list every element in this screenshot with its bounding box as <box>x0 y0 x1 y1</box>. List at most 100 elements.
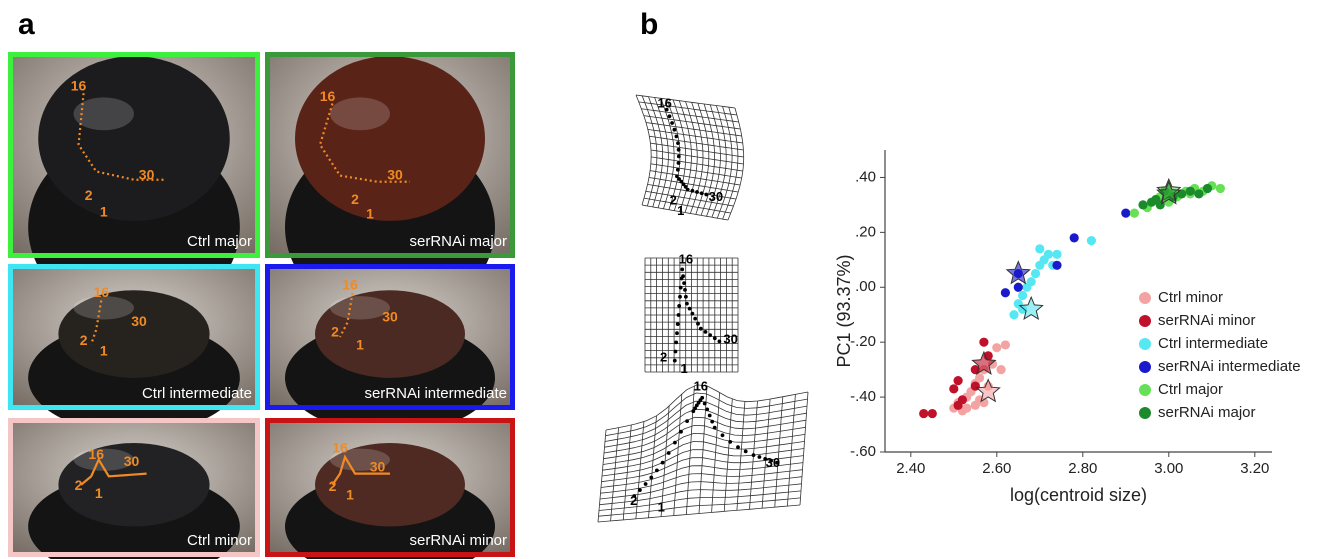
landmark-dot <box>649 476 653 480</box>
scatter-point <box>919 409 928 418</box>
landmark-dot <box>691 189 695 193</box>
landmark-label: 2 <box>75 477 83 493</box>
y-tick-label: .20 <box>855 223 876 240</box>
scatter-point <box>1186 187 1195 196</box>
landmark-dot <box>728 440 732 444</box>
landmark-label: 30 <box>382 309 398 325</box>
photo-label: serRNAi intermediate <box>364 385 507 402</box>
landmark-label: 16 <box>332 439 348 455</box>
landmark-dot <box>688 307 692 311</box>
landmark-dot <box>700 191 704 195</box>
grid-line <box>712 393 720 513</box>
landmark-label: 1 <box>677 203 684 218</box>
landmark-label: 2 <box>660 350 667 365</box>
landmark-dot <box>677 304 681 308</box>
photo-label: Ctrl minor <box>187 532 252 549</box>
landmark-dot <box>710 420 714 424</box>
landmark-dot <box>708 414 712 418</box>
landmark-dot <box>713 336 717 340</box>
landmark-dot <box>686 188 690 192</box>
landmark-dot <box>736 445 740 449</box>
landmark-label: 16 <box>93 284 109 300</box>
y-tick-label: -.20 <box>850 333 876 350</box>
landmark-label: 30 <box>723 332 737 347</box>
landmark-dot <box>744 450 748 454</box>
scatter-point <box>1087 236 1096 245</box>
landmark-label: 30 <box>709 189 723 204</box>
landmark-dot <box>655 469 659 473</box>
y-tick-label: .00 <box>855 278 876 295</box>
scatter-point <box>992 343 1001 352</box>
scatter-point <box>1070 233 1079 242</box>
scatter-point <box>1001 288 1010 297</box>
landmark-dot <box>677 313 681 317</box>
landmark-label: 1 <box>356 336 364 352</box>
landmark-label: 2 <box>331 323 339 339</box>
scatter-point <box>1009 310 1018 319</box>
legend-label: Ctrl minor <box>1158 289 1223 306</box>
beetle-head <box>295 56 485 221</box>
landmark-dot <box>668 114 672 118</box>
landmark-label: 16 <box>657 95 671 110</box>
landmark-dot <box>677 148 681 152</box>
scatter-point <box>1031 269 1040 278</box>
landmark-dot <box>700 396 704 400</box>
scatter-point <box>1138 200 1147 209</box>
legend-marker <box>1139 338 1151 350</box>
landmark-label: 16 <box>694 379 708 394</box>
legend-marker <box>1139 292 1151 304</box>
x-tick-label: 3.20 <box>1240 460 1269 477</box>
scatter-point <box>962 403 971 412</box>
legend-label: serRNAi minor <box>1158 312 1256 329</box>
landmark-dot <box>704 330 708 334</box>
scatter-point <box>1052 261 1061 270</box>
landmark-dot <box>644 482 648 486</box>
landmark-label: 2 <box>85 187 93 203</box>
landmark-dot <box>675 135 679 139</box>
grid-line <box>651 164 742 178</box>
x-tick-label: 2.60 <box>982 460 1011 477</box>
scatter-point <box>979 338 988 347</box>
landmark-dot <box>703 402 707 406</box>
highlight <box>330 296 390 319</box>
landmark-label: 16 <box>71 78 87 94</box>
landmark-label: 1 <box>95 485 103 501</box>
landmark-label: 30 <box>124 453 140 469</box>
photo-label: Ctrl intermediate <box>142 385 252 402</box>
scatter-point <box>1027 277 1036 286</box>
landmark-dot <box>708 333 712 337</box>
landmark-label: 16 <box>679 252 693 267</box>
landmark-label: 2 <box>351 191 359 207</box>
y-axis-label: PC1 (93.37%) <box>834 254 854 367</box>
deformation-grids: 163021163021163021 <box>598 95 808 522</box>
landmark-dot <box>713 426 717 430</box>
legend-label: Ctrl intermediate <box>1158 335 1268 352</box>
legend-marker <box>1139 407 1151 419</box>
panel-letter: a <box>18 8 35 41</box>
figure: a b 163021Ctrl major163021serRNAi major1… <box>0 0 1336 559</box>
landmark-dot <box>752 453 756 457</box>
scatter-point <box>1001 340 1010 349</box>
landmark-dot <box>685 419 689 423</box>
landmark-dot <box>696 322 700 326</box>
landmark-label: 1 <box>366 205 374 221</box>
legend-label: Ctrl major <box>1158 381 1223 398</box>
scatter-point <box>1018 291 1027 300</box>
landmark-label: 2 <box>329 478 337 494</box>
landmark-dot <box>721 433 725 437</box>
landmark-dot <box>705 408 709 412</box>
scatter-point <box>1203 184 1212 193</box>
x-tick-label: 2.40 <box>896 460 925 477</box>
landmark-label: 1 <box>100 203 108 219</box>
x-tick-label: 3.00 <box>1154 460 1183 477</box>
landmark-dot <box>704 193 708 197</box>
landmark-dot <box>684 295 688 299</box>
landmark-label: 1 <box>658 499 665 514</box>
highlight <box>330 97 390 130</box>
landmark-dot <box>718 340 722 344</box>
landmark-dot <box>758 455 762 459</box>
photo-label: serRNAi major <box>409 233 507 250</box>
mean-star <box>1020 297 1043 319</box>
